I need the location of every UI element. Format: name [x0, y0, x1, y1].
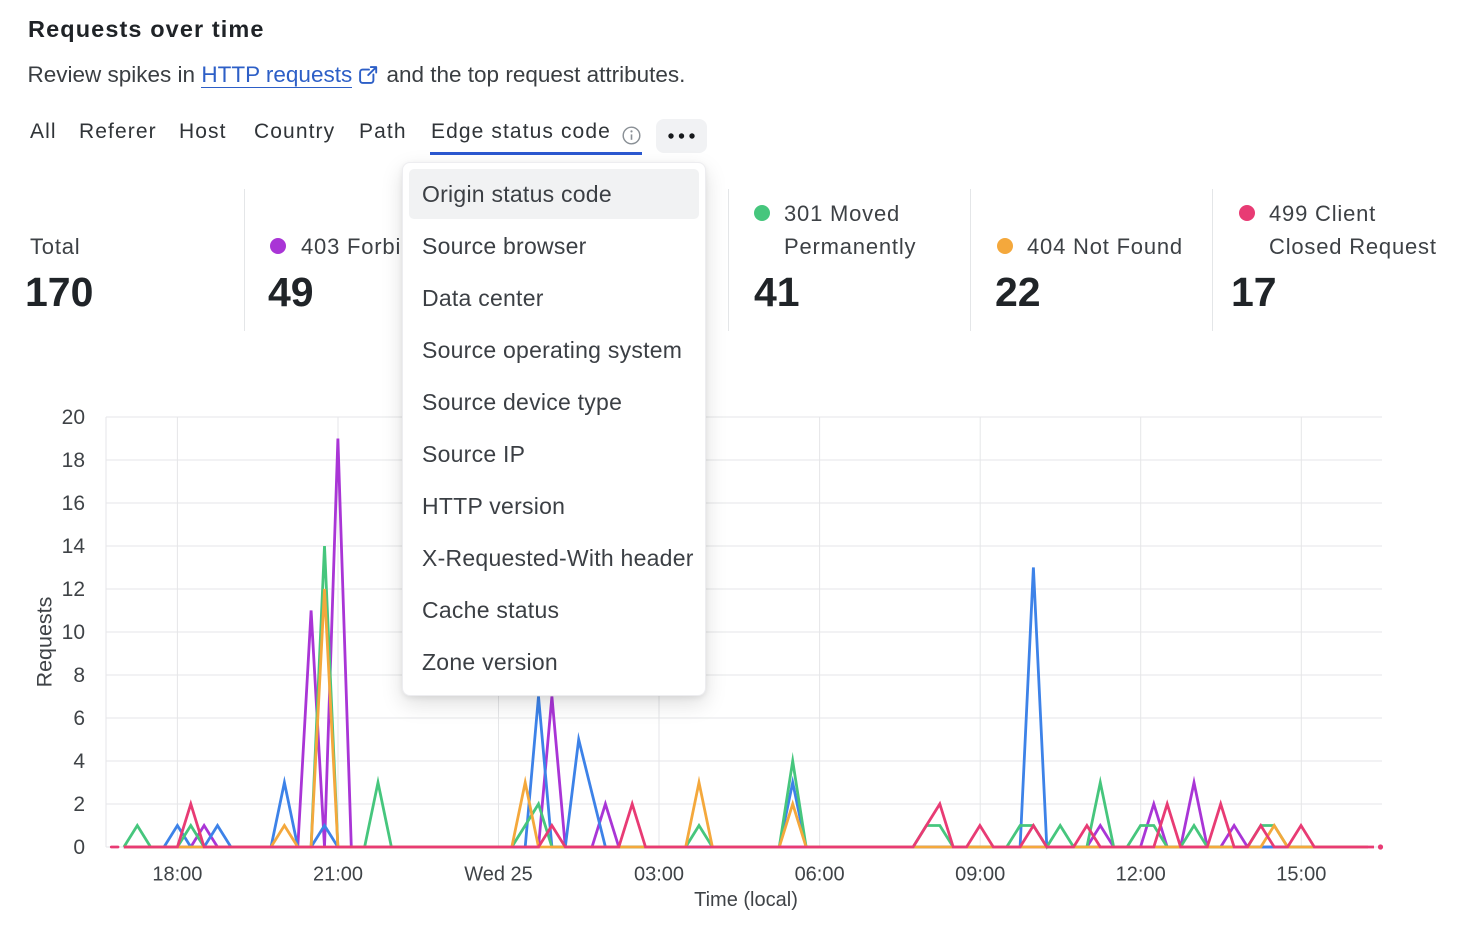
svg-text:06:00: 06:00 — [795, 864, 845, 886]
svg-text:21:00: 21:00 — [313, 864, 363, 886]
svg-text:Wed 25: Wed 25 — [464, 864, 533, 886]
svg-text:2: 2 — [73, 793, 85, 816]
svg-text:Time (local): Time (local) — [694, 889, 798, 911]
svg-text:6: 6 — [73, 707, 85, 730]
svg-text:18:00: 18:00 — [152, 864, 202, 886]
svg-text:10: 10 — [62, 621, 85, 644]
svg-text:16: 16 — [62, 492, 85, 515]
svg-text:Requests: Requests — [33, 597, 57, 688]
svg-text:18: 18 — [62, 449, 85, 472]
svg-text:8: 8 — [73, 664, 85, 687]
svg-text:12: 12 — [62, 578, 85, 601]
svg-text:03:00: 03:00 — [634, 864, 684, 886]
svg-text:20: 20 — [62, 406, 85, 429]
svg-text:15:00: 15:00 — [1276, 864, 1326, 886]
svg-text:09:00: 09:00 — [955, 864, 1005, 886]
svg-text:12:00: 12:00 — [1116, 864, 1166, 886]
svg-text:0: 0 — [73, 836, 85, 859]
svg-text:14: 14 — [62, 535, 86, 558]
svg-text:4: 4 — [73, 750, 85, 773]
